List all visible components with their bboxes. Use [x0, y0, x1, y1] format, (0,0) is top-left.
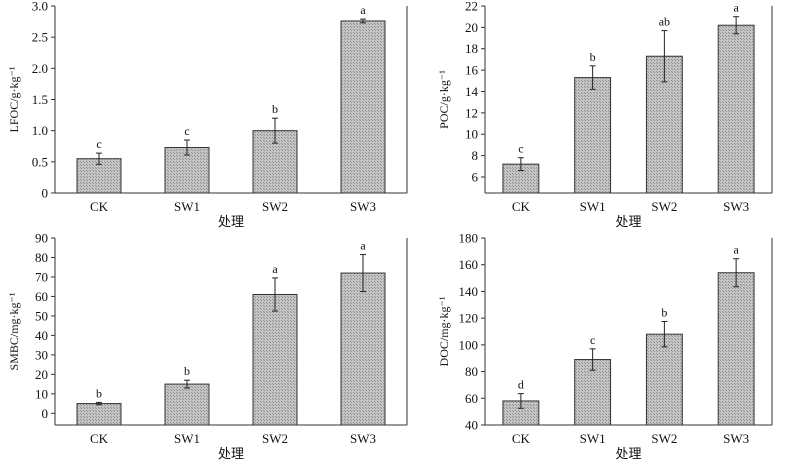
y-tick-label: 0 [42, 406, 49, 421]
y-tick-label: 16 [465, 63, 479, 78]
y-tick-label: 100 [459, 337, 479, 352]
y-tick-label: 30 [35, 347, 48, 362]
significance-letter-CK: d [518, 378, 524, 392]
y-tick-label: 80 [35, 250, 48, 265]
chart-panel-3: 0 10 20 30 40 50 60 70 80 90 b CK b SW1 a SW2 a SW3 处理 SMBC… [7, 231, 408, 461]
y-tick-label: 6 [472, 169, 479, 184]
significance-letter-CK: c [96, 137, 101, 151]
y-tick-label: 60 [465, 391, 478, 406]
significance-letter-SW1: b [184, 364, 190, 378]
significance-letter-SW1: b [590, 50, 596, 64]
bar-SW1 [164, 383, 210, 426]
significance-letter-CK: c [518, 142, 523, 156]
y-axis-title: DOC/mg·kg⁻¹ [437, 296, 451, 366]
chart-panel-1: 0 0.5 1.0 1.5 2.0 2.5 3.0 c CK c SW1 b SW2 a SW3 处理 LFOC… [7, 0, 408, 229]
y-tick-label: 180 [459, 231, 479, 246]
x-axis-title: 处理 [615, 214, 641, 229]
x-tick-label-SW3: SW3 [723, 431, 749, 446]
significance-letter-SW2: a [272, 262, 278, 276]
chart-panel-4: 40 60 80 100 120 140 160 180 d CK c SW1 b SW2 a SW3 处理 DO… [437, 231, 773, 461]
y-tick-label: 8 [472, 148, 479, 163]
y-tick-label: 70 [35, 269, 48, 284]
bar-SW2 [645, 333, 683, 426]
chart-panel-2: 6 8 10 12 14 16 18 20 22 c CK b SW1 ab SW2 a SW3 处理 POC/g·… [437, 0, 773, 229]
x-tick-label-SW2: SW2 [262, 431, 288, 446]
bar-SW2 [252, 293, 298, 426]
y-tick-label: 40 [465, 418, 478, 433]
significance-letter-SW1: c [184, 124, 189, 138]
bar-SW3 [340, 20, 386, 194]
y-tick-label: 14 [465, 84, 479, 99]
x-tick-label-SW2: SW2 [651, 199, 677, 214]
significance-letter-SW3: a [360, 3, 366, 17]
significance-letter-SW3: a [733, 243, 739, 257]
y-tick-label: 2.0 [32, 61, 48, 76]
bar-SW1 [164, 146, 210, 194]
significance-letter-SW2: b [661, 305, 667, 319]
x-tick-label-SW3: SW3 [723, 199, 749, 214]
y-tick-label: 120 [459, 311, 479, 326]
bar-SW1 [574, 77, 612, 194]
y-tick-label: 60 [35, 289, 48, 304]
y-tick-label: 20 [35, 367, 48, 382]
x-tick-label-SW2: SW2 [262, 199, 288, 214]
bar-SW3 [717, 24, 755, 194]
x-axis-title: 处理 [218, 446, 244, 461]
x-tick-label-SW1: SW1 [174, 199, 200, 214]
significance-letter-CK: b [96, 386, 102, 400]
y-tick-label: 1.0 [32, 123, 48, 138]
y-tick-label: 0.5 [32, 154, 48, 169]
x-tick-label-CK: CK [512, 199, 531, 214]
y-tick-label: 10 [465, 127, 478, 142]
significance-letter-SW1: c [590, 333, 595, 347]
bar-SW3 [717, 272, 755, 426]
y-tick-label: 40 [35, 328, 48, 343]
y-tick-label: 3.0 [32, 0, 48, 14]
y-tick-label: 20 [465, 20, 478, 35]
x-tick-label-SW3: SW3 [350, 199, 376, 214]
x-tick-label-CK: CK [90, 431, 109, 446]
y-tick-label: 1.5 [32, 92, 48, 107]
y-tick-label: 80 [465, 364, 478, 379]
x-tick-label-SW1: SW1 [580, 431, 606, 446]
x-tick-label-SW3: SW3 [350, 431, 376, 446]
x-tick-label-SW1: SW1 [174, 431, 200, 446]
bar-SW3 [340, 272, 386, 426]
x-axis-title: 处理 [615, 446, 641, 461]
x-tick-label-CK: CK [90, 199, 109, 214]
significance-letter-SW2: b [272, 102, 278, 116]
significance-letter-SW3: a [360, 239, 366, 253]
y-tick-label: 140 [459, 284, 479, 299]
bar-SW2 [252, 130, 298, 194]
y-axis-title: SMBC/mg·kg⁻¹ [7, 292, 21, 370]
y-tick-label: 50 [35, 308, 48, 323]
bar-CK [76, 403, 122, 426]
y-tick-label: 90 [35, 231, 48, 246]
x-tick-label-CK: CK [512, 431, 531, 446]
y-tick-label: 0 [42, 186, 49, 201]
y-tick-label: 22 [465, 0, 478, 14]
x-tick-label-SW2: SW2 [651, 431, 677, 446]
y-axis-title: POC/g·kg⁻¹ [437, 70, 451, 129]
significance-letter-SW2: ab [659, 15, 670, 29]
y-tick-label: 18 [465, 41, 478, 56]
y-tick-label: 10 [35, 386, 48, 401]
y-tick-label: 160 [459, 257, 479, 272]
y-tick-label: 2.5 [32, 30, 48, 45]
x-tick-label-SW1: SW1 [580, 199, 606, 214]
x-axis-title: 处理 [218, 214, 244, 229]
y-axis-title: LFOC/g·kg⁻¹ [7, 66, 21, 132]
y-tick-label: 12 [465, 105, 478, 120]
significance-letter-SW3: a [733, 1, 739, 15]
